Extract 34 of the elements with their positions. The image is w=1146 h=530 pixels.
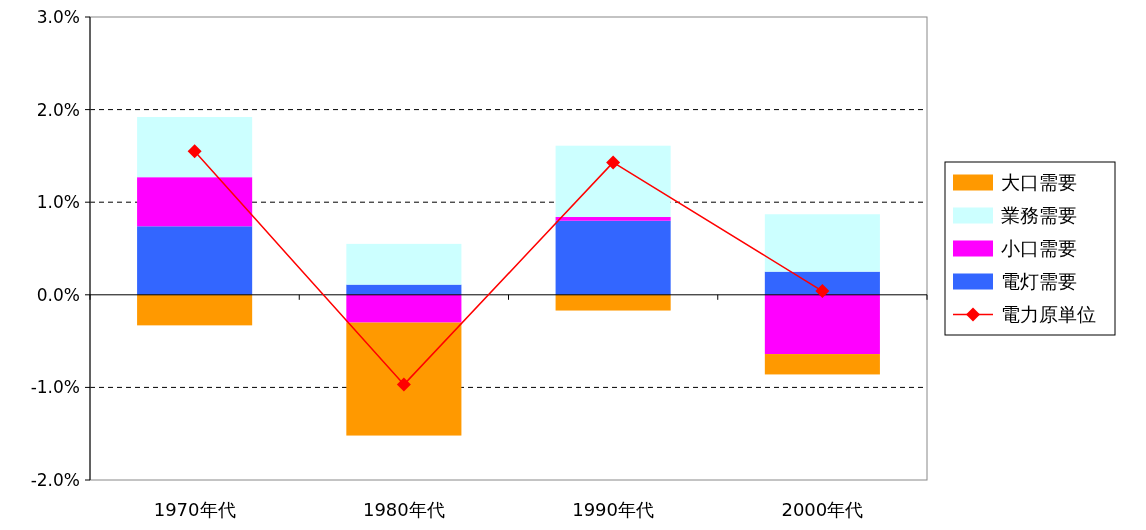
point (606, 155, 621, 170)
bar (137, 177, 253, 227)
y-tick-label: 0.0% (36, 284, 80, 305)
bar (555, 220, 671, 295)
bar (346, 294, 462, 323)
bar (764, 354, 880, 375)
y-tick-label: 1.0% (36, 192, 80, 213)
bar (555, 294, 671, 311)
point (396, 377, 411, 392)
y-tick-label: 3.0% (36, 6, 80, 27)
bar (555, 217, 671, 221)
bar (764, 294, 880, 355)
x-tick-label: 1970年代 (153, 499, 236, 520)
bar (764, 214, 880, 272)
bar (137, 294, 253, 326)
legend-label: 電灯需要 (1001, 270, 1077, 293)
y-tick-label: 2.0% (36, 99, 80, 120)
bar (555, 145, 671, 218)
legend-label: 小口需要 (1001, 237, 1077, 260)
bar (346, 322, 462, 436)
y-tick-label: -2.0% (30, 469, 80, 490)
legend-label: 大口需要 (1001, 171, 1077, 194)
bar (137, 226, 253, 295)
bar (764, 271, 880, 295)
legend-label: 業務需要 (1001, 204, 1077, 227)
x-tick-label: 2000年代 (781, 499, 864, 520)
point (187, 144, 202, 159)
bar (137, 117, 253, 178)
x-tick-label: 1990年代 (572, 499, 655, 520)
bar (346, 243, 462, 285)
legend-label: 電力原単位 (1001, 303, 1096, 326)
y-tick-label: -1.0% (30, 377, 80, 398)
point (815, 284, 830, 299)
x-tick-label: 1980年代 (362, 499, 445, 520)
